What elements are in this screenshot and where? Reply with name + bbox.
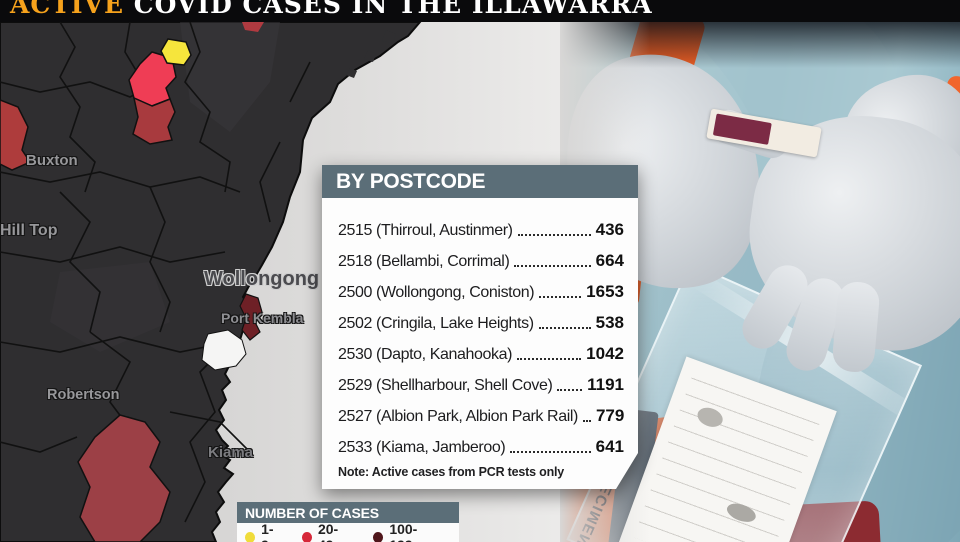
legend-body: 1-9 20-49 100-199: [237, 521, 459, 542]
dot-leader: [557, 388, 582, 391]
postcode-row-value: 1042: [586, 344, 624, 363]
postcode-panel-header: BY POSTCODE: [322, 165, 638, 198]
map-label-kiama: Kiama: [208, 444, 254, 461]
map-label-robertson: Robertson: [47, 387, 120, 403]
postcode-row: 2533 (Kiama, Jamberoo) 641: [338, 426, 624, 457]
postcode-row-label: 2529 (Shellharbour, Shell Cove): [338, 377, 553, 394]
postcode-row-label: 2518 (Bellambi, Corrimal): [338, 253, 510, 270]
dot-leader: [514, 264, 590, 267]
legend-dot-red: [301, 531, 312, 542]
postcode-row-value: 1191: [587, 375, 624, 394]
map-region-maroon-portkembla: [239, 293, 263, 341]
postcode-row-value: 664: [595, 251, 624, 270]
postcode-row: 2515 (Thirroul, Austinmer) 436: [338, 209, 624, 240]
map-label-buxton: Buxton: [26, 152, 78, 169]
postcode-panel: BY POSTCODE 2515 (Thirroul, Austinmer) 4…: [322, 165, 638, 489]
postcode-panel-body: 2515 (Thirroul, Austinmer) 436 2518 (Bel…: [322, 198, 638, 489]
postcode-row: 2530 (Dapto, Kanahooka) 1042: [338, 333, 624, 364]
postcode-row-value: 1653: [586, 282, 624, 301]
map-region-red-west: [0, 99, 32, 171]
map-islands: [346, 30, 396, 78]
postcode-row: 2502 (Cringila, Lake Heights) 538: [338, 302, 624, 333]
legend-dot-yellow: [245, 531, 256, 542]
dot-leader: [518, 233, 591, 236]
dot-leader: [583, 419, 591, 422]
postcode-row: 2518 (Bellambi, Corrimal) 664: [338, 240, 624, 271]
postcode-panel-title: BY POSTCODE: [336, 169, 486, 193]
postcode-row-value: 436: [595, 220, 624, 239]
postcode-row-label: 2527 (Albion Park, Albion Park Rail): [338, 408, 578, 425]
title-rest: COVID CASES IN THE ILLAWARRA: [124, 0, 653, 19]
title-bar: ACTIVE COVID CASES IN THE ILLAWARRA: [0, 0, 960, 22]
legend-item-label: 100-199: [389, 521, 418, 542]
postcode-note: Note: Active cases from PCR tests only: [338, 465, 565, 479]
map-region-red-mid: [132, 96, 176, 145]
specimen-document: [618, 356, 837, 542]
map-region-brick-south: [77, 414, 171, 542]
legend-title: NUMBER OF CASES: [245, 504, 379, 521]
map-region-yellow: [160, 38, 192, 66]
postcode-row-value: 641: [595, 437, 624, 456]
dot-leader: [539, 326, 591, 329]
postcode-row: 2527 (Albion Park, Albion Park Rail) 779: [338, 395, 624, 426]
map-label-hill-top: Hill Top: [0, 222, 58, 239]
dot-leader: [517, 357, 581, 360]
legend-item-label: 20-49: [317, 521, 339, 542]
map-lake-illawarra: [201, 329, 247, 371]
legend-dot-maroon: [373, 531, 384, 542]
postcode-row-label: 2500 (Wollongong, Coniston): [338, 284, 535, 301]
postcode-row: 2529 (Shellharbour, Shell Cove) 1191: [338, 364, 624, 395]
legend-item-label: 1-9: [261, 521, 274, 542]
title-highlight: ACTIVE: [10, 0, 125, 19]
legend-header: NUMBER OF CASES: [237, 502, 459, 523]
dot-leader: [539, 295, 581, 298]
postcode-row-label: 2515 (Thirroul, Austinmer): [338, 222, 513, 239]
test-card-label: [712, 113, 772, 145]
postcode-row: 2500 (Wollongong, Coniston) 1653: [338, 271, 624, 302]
legend-item: 20-49: [301, 521, 351, 542]
postcode-row-label: 2502 (Cringila, Lake Heights): [338, 315, 534, 332]
postcode-row-label: 2530 (Dapto, Kanahooka): [338, 346, 513, 363]
document-lines: [633, 371, 822, 542]
map-label-port-kembla: Port Kembla: [221, 310, 304, 326]
map-label-wollongong: Wollongong: [204, 268, 320, 290]
postcode-row-label: 2533 (Kiama, Jamberoo): [338, 439, 506, 456]
cases-legend: NUMBER OF CASES 1-9 20-49 100-199: [237, 502, 459, 542]
map-region-red-top-edge: [242, 22, 264, 32]
postcode-row-value: 779: [595, 406, 625, 425]
page-title: ACTIVE COVID CASES IN THE ILLAWARRA: [0, 0, 960, 22]
postcode-row-value: 538: [595, 313, 624, 332]
dot-leader: [510, 450, 590, 453]
legend-item: 1-9: [245, 521, 280, 542]
legend-item: 100-199: [373, 521, 437, 542]
